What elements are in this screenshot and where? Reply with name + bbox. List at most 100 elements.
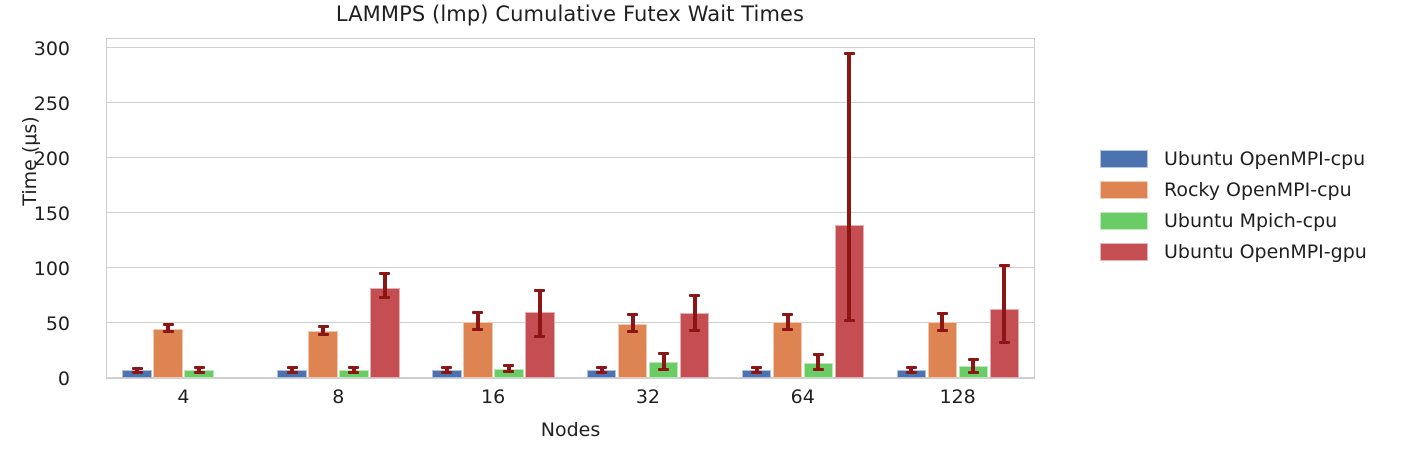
legend-item[interactable]: Ubuntu OpenMPI-gpu bbox=[1100, 236, 1400, 267]
error-bar-cap bbox=[627, 312, 639, 316]
error-bar-cap bbox=[843, 319, 855, 323]
error-bar-cap bbox=[193, 365, 205, 369]
error-bar bbox=[661, 353, 666, 370]
error-bar bbox=[785, 314, 790, 330]
error-bar-cap bbox=[596, 365, 608, 369]
error-bar-cap bbox=[967, 357, 979, 361]
error-bar bbox=[630, 314, 635, 332]
error-bar bbox=[599, 367, 604, 373]
error-bar-cap bbox=[441, 365, 453, 369]
bar bbox=[463, 321, 493, 378]
error-bar-cap bbox=[967, 371, 979, 374]
bar bbox=[370, 287, 400, 378]
plot-area bbox=[106, 38, 1035, 379]
legend-swatch-icon bbox=[1100, 242, 1148, 261]
y-axis-title: Time (μs) bbox=[19, 116, 41, 206]
error-bar-cap bbox=[472, 310, 484, 314]
bar bbox=[617, 324, 648, 378]
x-tick-label: 64 bbox=[790, 386, 815, 408]
legend-label: Rocky OpenMPI-cpu bbox=[1164, 178, 1352, 201]
legend-swatch-icon bbox=[1100, 211, 1148, 230]
error-bar bbox=[940, 313, 945, 331]
error-bar-cap bbox=[503, 364, 515, 368]
gridline bbox=[107, 322, 1034, 323]
error-bar-cap bbox=[286, 365, 298, 369]
y-tick-label: 50 bbox=[45, 313, 70, 335]
error-bar-cap bbox=[441, 371, 453, 374]
error-bar bbox=[382, 273, 387, 298]
legend-item[interactable]: Ubuntu Mpich-cpu bbox=[1100, 205, 1400, 236]
bar bbox=[153, 328, 183, 378]
error-bar bbox=[197, 367, 202, 373]
error-bar bbox=[754, 367, 759, 373]
legend-label: Ubuntu OpenMPI-cpu bbox=[1164, 147, 1366, 170]
gridline bbox=[107, 212, 1034, 213]
chart-title: LAMMPS (lmp) Cumulative Futex Wait Times bbox=[335, 2, 805, 26]
legend-label: Ubuntu OpenMPI-gpu bbox=[1164, 240, 1367, 263]
error-bar-cap bbox=[627, 330, 639, 334]
error-bar-cap bbox=[472, 328, 484, 332]
error-bar-cap bbox=[162, 322, 174, 326]
gridline bbox=[107, 377, 1034, 378]
error-bar-cap bbox=[348, 371, 360, 374]
error-bar-cap bbox=[812, 353, 824, 357]
error-bar-cap bbox=[998, 264, 1010, 268]
error-bar bbox=[321, 326, 326, 334]
error-bar-cap bbox=[317, 324, 329, 328]
error-bar bbox=[506, 365, 511, 372]
gridline bbox=[107, 47, 1034, 48]
error-bar-cap bbox=[905, 371, 917, 374]
error-bar bbox=[475, 312, 480, 330]
error-bar-cap bbox=[317, 332, 329, 336]
legend-item[interactable]: Ubuntu OpenMPI-cpu bbox=[1100, 143, 1400, 174]
error-bar-cap bbox=[782, 328, 794, 332]
error-bar-cap bbox=[998, 341, 1010, 345]
x-tick-label: 4 bbox=[177, 386, 190, 408]
error-bar-cap bbox=[596, 371, 608, 374]
error-bar bbox=[444, 367, 449, 373]
error-bar-cap bbox=[905, 365, 917, 369]
error-bar-cap bbox=[131, 366, 143, 370]
gridline bbox=[107, 267, 1034, 268]
error-bar-cap bbox=[379, 296, 391, 300]
error-bar-cap bbox=[193, 371, 205, 374]
bar bbox=[308, 330, 338, 378]
x-tick-label: 32 bbox=[635, 386, 660, 408]
error-bar bbox=[1002, 265, 1007, 343]
error-bar-cap bbox=[936, 329, 948, 333]
error-bar-cap bbox=[503, 369, 515, 373]
x-axis-tick-labels: 4 8 16 32 64 128 bbox=[106, 386, 1035, 414]
error-bar bbox=[135, 368, 140, 373]
error-bar-cap bbox=[751, 365, 763, 369]
x-tick-label: 8 bbox=[332, 386, 345, 408]
error-bar-cap bbox=[843, 52, 855, 55]
error-bar-cap bbox=[782, 312, 794, 316]
gridlines bbox=[107, 39, 1034, 378]
error-bar bbox=[290, 367, 295, 373]
legend-swatch-icon bbox=[1100, 149, 1148, 168]
error-bar-cap bbox=[131, 371, 143, 374]
error-bar bbox=[971, 359, 976, 373]
error-bar-cap bbox=[936, 311, 948, 315]
error-bar bbox=[816, 354, 821, 370]
error-bar-cap bbox=[658, 367, 670, 371]
error-bar bbox=[692, 295, 697, 331]
error-bar-cap bbox=[689, 294, 701, 297]
legend-swatch-icon bbox=[1100, 180, 1148, 199]
gridline bbox=[107, 157, 1034, 158]
gridline bbox=[107, 102, 1034, 103]
error-bar bbox=[909, 367, 914, 373]
chart-legend: Ubuntu OpenMPI-cpu Rocky OpenMPI-cpu Ubunt… bbox=[1100, 143, 1400, 267]
error-bar-cap bbox=[689, 329, 701, 333]
error-bar-cap bbox=[379, 272, 391, 275]
bar bbox=[772, 321, 803, 378]
error-bar-cap bbox=[534, 288, 546, 292]
legend-item[interactable]: Rocky OpenMPI-cpu bbox=[1100, 174, 1400, 205]
error-bar-cap bbox=[812, 367, 824, 371]
error-bar bbox=[166, 324, 171, 332]
error-bar bbox=[351, 367, 356, 373]
bars-layer bbox=[107, 39, 1034, 378]
error-bar-cap bbox=[534, 334, 546, 338]
error-bar-cap bbox=[751, 371, 763, 374]
error-bar-cap bbox=[348, 365, 360, 369]
